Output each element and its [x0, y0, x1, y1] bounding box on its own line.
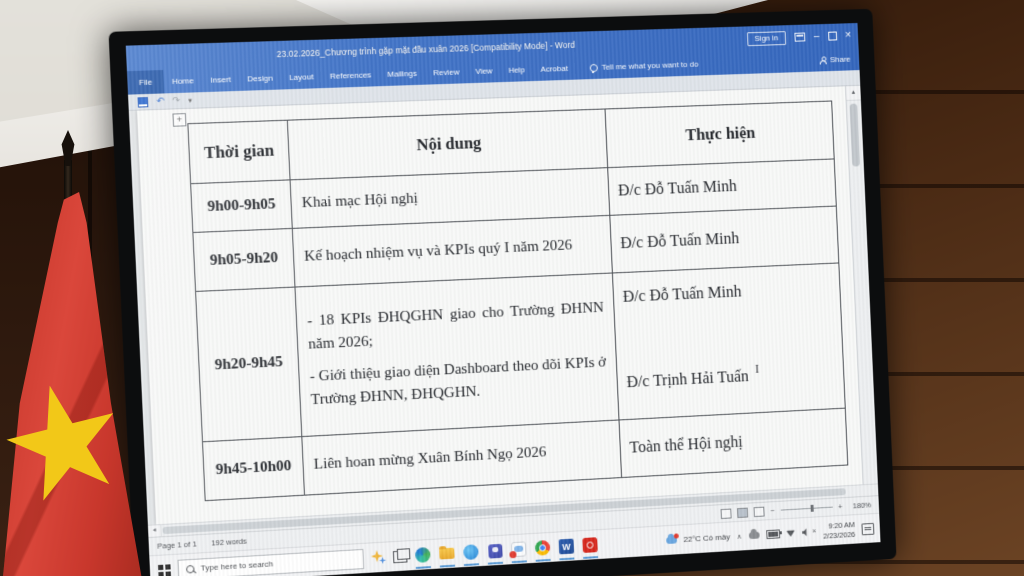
tab-help[interactable]: Help — [508, 65, 526, 75]
search-icon — [185, 564, 195, 574]
scroll-up-icon[interactable]: ▴ — [845, 85, 861, 101]
vertical-scroll-thumb[interactable] — [849, 103, 860, 167]
share-button[interactable]: Share — [819, 48, 860, 72]
row3-executor: Đ/c Đỗ Tuấn Minh Đ/c Trịnh Hải Tuấn I — [612, 262, 846, 420]
sign-in-button[interactable]: Sign in — [746, 30, 787, 46]
document-area: + Thời gian Nội dung Thực hiện 9h00-9h05… — [128, 85, 878, 525]
taskbar-clock[interactable]: 9:20 AM 2/23/2026 — [823, 520, 856, 541]
tell-me-box[interactable]: Tell me what you want to do — [589, 53, 699, 79]
word-count[interactable]: 192 words — [210, 536, 247, 548]
chrome-icon[interactable] — [534, 536, 552, 560]
acrobat-icon[interactable] — [581, 533, 599, 557]
agenda-table: Thời gian Nội dung Thực hiện 9h00-9h05 K… — [187, 100, 848, 501]
row3-content-line2: - Giới thiệu giao diện Dashboard theo dõ… — [309, 354, 607, 409]
restore-icon[interactable] — [827, 31, 837, 41]
tab-layout[interactable]: Layout — [288, 72, 314, 83]
tab-review[interactable]: Review — [432, 67, 460, 78]
tab-view[interactable]: View — [475, 66, 493, 76]
cortana-icon[interactable] — [371, 550, 387, 566]
header-thoi-gian: Thời gian — [187, 120, 291, 184]
zoom-level[interactable]: 180% — [852, 500, 872, 511]
wifi-icon[interactable] — [786, 530, 795, 537]
tab-insert[interactable]: Insert — [210, 74, 232, 85]
weather-icon[interactable] — [665, 536, 677, 545]
close-icon[interactable]: × — [844, 29, 852, 42]
row3-content-line1: - 18 KPIs ĐHQGHN giao cho Trường ĐHNN nă… — [306, 299, 604, 353]
minimize-icon[interactable]: – — [813, 30, 820, 42]
search-input[interactable]: Type here to search — [177, 548, 365, 576]
row3-time: 9h20-9h45 — [195, 287, 302, 442]
action-center-icon[interactable] — [861, 522, 875, 535]
weather-text[interactable]: 22°C Có mây — [683, 532, 731, 544]
web-layout-icon[interactable] — [753, 506, 765, 517]
row3-content: - 18 KPIs ĐHQGHN giao cho Trường ĐHNN nă… — [294, 272, 620, 437]
header-thuc-hien: Thực hiện — [605, 100, 835, 168]
scroll-left-icon[interactable]: ◂ — [147, 525, 162, 538]
row3-executor-1: Đ/c Đỗ Tuấn Minh — [622, 283, 742, 306]
onedrive-icon[interactable] — [748, 531, 760, 540]
ribbon-display-options-icon[interactable] — [794, 32, 806, 42]
tab-mailings[interactable]: Mailings — [387, 68, 418, 79]
search-placeholder: Type here to search — [200, 559, 274, 573]
zoom-slider[interactable] — [780, 504, 833, 512]
battery-icon[interactable] — [765, 529, 780, 540]
zalo-icon[interactable] — [510, 537, 528, 561]
zoom-slider-thumb[interactable] — [810, 504, 814, 512]
skype-icon[interactable] — [462, 540, 480, 564]
row2-time: 9h05-9h20 — [192, 228, 295, 292]
edge-icon[interactable] — [414, 543, 432, 567]
monitor: 23.02.2026_Chương trình gặp mặt đầu xuân… — [108, 8, 897, 576]
volume-mute-x: × — [812, 528, 817, 536]
customize-qat-icon[interactable]: ▾ — [188, 97, 193, 105]
zoom-in-icon[interactable]: + — [838, 502, 843, 512]
tell-me-label: Tell me what you want to do — [601, 59, 699, 72]
tab-acrobat[interactable]: Acrobat — [540, 63, 569, 74]
read-mode-icon[interactable] — [720, 508, 732, 519]
task-view-icon[interactable] — [392, 549, 408, 563]
redo-icon[interactable]: ↷ — [172, 94, 181, 106]
text-cursor: I — [754, 361, 760, 376]
clock-date: 2/23/2026 — [822, 529, 856, 541]
undo-icon[interactable]: ↶ — [156, 95, 165, 106]
start-button[interactable] — [158, 563, 171, 576]
tab-file[interactable]: File — [126, 70, 165, 95]
file-explorer-icon[interactable] — [438, 542, 456, 566]
row3-executor-2: Đ/c Trịnh Hải Tuấn — [626, 367, 750, 391]
lightbulb-icon — [589, 63, 598, 72]
tab-references[interactable]: References — [329, 70, 372, 81]
document-page[interactable]: + Thời gian Nội dung Thực hiện 9h00-9h05… — [137, 86, 863, 525]
volume-muted-icon[interactable] — [801, 528, 809, 537]
word-icon[interactable]: W — [557, 535, 575, 559]
table-move-handle[interactable]: + — [172, 113, 187, 127]
system-tray: 22°C Có mây ∧ × 9:20 AM 2/23/2026 — [665, 519, 875, 551]
tab-design[interactable]: Design — [247, 73, 273, 84]
row2-executor: Đ/c Đỗ Tuấn Minh — [609, 206, 839, 273]
page-count[interactable]: Page 1 of 1 — [156, 539, 197, 551]
screen: 23.02.2026_Chương trình gặp mặt đầu xuân… — [125, 22, 881, 576]
share-label: Share — [829, 54, 851, 65]
teams-icon[interactable] — [486, 539, 504, 563]
print-layout-icon[interactable] — [737, 507, 749, 518]
row4-executor: Toàn thể Hội nghị — [619, 408, 848, 478]
row1-time: 9h00-9h05 — [190, 179, 293, 233]
hidden-icons-chevron[interactable]: ∧ — [736, 533, 742, 541]
row4-time: 9h45-10h00 — [202, 436, 305, 501]
tab-home[interactable]: Home — [171, 76, 195, 87]
zoom-out-icon[interactable]: − — [770, 506, 775, 516]
person-icon — [819, 56, 826, 63]
save-icon[interactable] — [137, 96, 149, 108]
